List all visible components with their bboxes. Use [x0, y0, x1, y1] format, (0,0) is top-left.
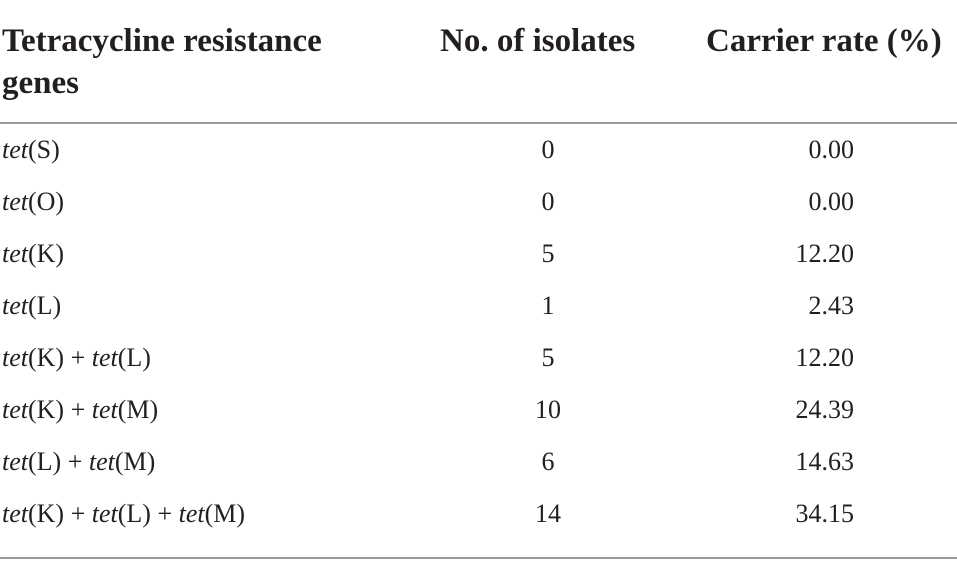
isolates-cell: 1 — [541, 291, 555, 320]
gene-part: (K) + — [28, 343, 92, 372]
isolates-cell: 5 — [541, 343, 555, 372]
isolates-cell: 5 — [541, 239, 555, 268]
gene-part: tet — [2, 239, 28, 268]
rate-cell: 24.39 — [795, 395, 855, 424]
rate-cell: 14.63 — [795, 447, 855, 476]
gene-part: (L) + — [117, 499, 179, 528]
gene-cell: tet(L) + tet(M) — [2, 447, 155, 477]
gene-part: (L) + — [28, 447, 89, 476]
gene-cell: tet(S) — [2, 135, 60, 165]
gene-part: tet — [2, 291, 28, 320]
isolates-cell: 14 — [535, 499, 561, 528]
gene-part: tet — [88, 447, 115, 476]
gene-part: tet — [2, 135, 28, 164]
gene-part: tet — [2, 499, 28, 528]
gene-cell: tet(K) + tet(M) — [2, 395, 158, 425]
gene-cell: tet(K) + tet(L) — [2, 343, 151, 373]
isolates-cell: 10 — [535, 395, 561, 424]
isolates-cell: 6 — [541, 447, 555, 476]
gene-part: (O) — [28, 187, 65, 216]
gene-cell: tet(O) — [2, 187, 64, 217]
gene-part: tet — [91, 395, 118, 424]
column-header: No. of isolates — [440, 23, 636, 59]
gene-part: tet — [178, 499, 205, 528]
gene-part: (K) + — [28, 499, 92, 528]
gene-part: (L) — [117, 343, 151, 372]
isolates-cell: 0 — [541, 135, 555, 164]
isolates-cell: 0 — [541, 187, 555, 216]
gene-part: (K) + — [28, 395, 92, 424]
gene-part: tet — [2, 187, 28, 216]
gene-part: tet — [2, 395, 28, 424]
gene-part: (M) — [204, 499, 246, 528]
bottom-rule — [0, 557, 957, 559]
gene-cell: tet(K) + tet(L) + tet(M) — [2, 499, 245, 529]
gene-part: (K) — [28, 239, 65, 268]
rate-cell: 0.00 — [808, 187, 855, 216]
column-header: Tetracycline resistance genes — [2, 23, 322, 101]
rate-cell: 0.00 — [808, 135, 855, 164]
gene-part: (M) — [114, 447, 156, 476]
rate-cell: 2.43 — [808, 291, 855, 320]
gene-part: tet — [2, 447, 28, 476]
rate-cell: 12.20 — [795, 239, 855, 268]
gene-part: tet — [91, 499, 118, 528]
rate-cell: 34.15 — [795, 499, 855, 528]
gene-part: (M) — [117, 395, 159, 424]
rate-cell: 12.20 — [795, 343, 855, 372]
column-header: Carrier rate (%) — [706, 23, 942, 59]
gene-part: (S) — [28, 135, 60, 164]
header-rule — [0, 122, 957, 124]
gene-cell: tet(K) — [2, 239, 64, 269]
gene-cell: tet(L) — [2, 291, 61, 321]
gene-part: tet — [91, 343, 118, 372]
gene-part: tet — [2, 343, 28, 372]
gene-part: (L) — [28, 291, 62, 320]
